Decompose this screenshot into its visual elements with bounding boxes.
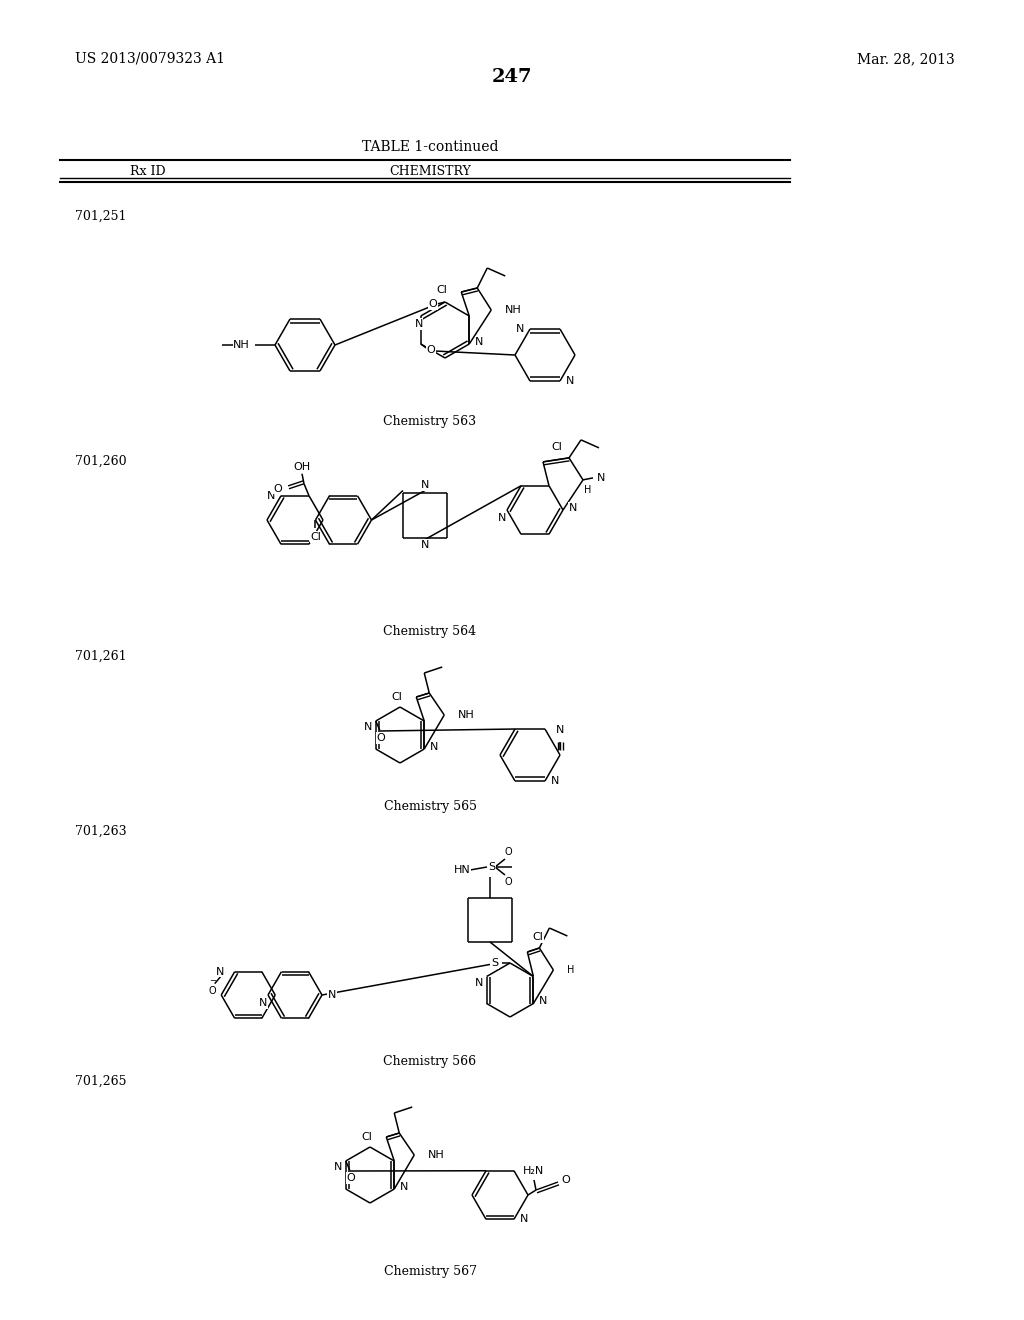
Text: N: N [400, 1181, 409, 1192]
Text: N: N [430, 742, 438, 752]
Text: N: N [415, 319, 423, 329]
Text: N: N [259, 998, 267, 1008]
Text: N: N [421, 540, 429, 549]
Text: 701,251: 701,251 [75, 210, 127, 223]
Text: N: N [334, 1162, 342, 1172]
Text: N: N [597, 473, 605, 483]
Text: Chemistry 565: Chemistry 565 [384, 800, 476, 813]
Text: H₂N: H₂N [523, 1166, 545, 1176]
Text: N: N [551, 776, 559, 785]
Text: N: N [267, 491, 275, 500]
Text: Cl: Cl [361, 1133, 373, 1142]
Text: NH: NH [428, 1150, 445, 1160]
Text: N: N [540, 997, 548, 1006]
Text: N: N [520, 1214, 528, 1224]
Text: 247: 247 [492, 69, 532, 86]
Text: Rx ID: Rx ID [130, 165, 166, 178]
Text: US 2013/0079323 A1: US 2013/0079323 A1 [75, 51, 225, 66]
Text: Cl: Cl [532, 932, 544, 942]
Text: Mar. 28, 2013: Mar. 28, 2013 [857, 51, 955, 66]
Text: NH: NH [233, 341, 250, 350]
Text: −: − [209, 977, 216, 986]
Text: N: N [474, 978, 482, 987]
Text: Chemistry 564: Chemistry 564 [383, 624, 476, 638]
Text: N: N [556, 725, 564, 735]
Text: HN: HN [454, 865, 470, 875]
Text: O: O [561, 1175, 570, 1185]
Text: Chemistry 566: Chemistry 566 [383, 1055, 476, 1068]
Text: O: O [346, 1173, 355, 1183]
Text: O: O [209, 986, 216, 995]
Text: Chemistry 563: Chemistry 563 [383, 414, 476, 428]
Text: O: O [504, 876, 512, 887]
Text: Cl: Cl [310, 532, 321, 543]
Text: O: O [377, 733, 385, 743]
Text: 701,261: 701,261 [75, 649, 127, 663]
Text: N: N [364, 722, 372, 733]
Text: N: N [498, 513, 506, 523]
Text: N: N [421, 480, 429, 491]
Text: S: S [490, 958, 498, 968]
Text: O: O [504, 847, 512, 857]
Text: Cl: Cl [551, 442, 562, 451]
Text: 701,263: 701,263 [75, 825, 127, 838]
Text: N: N [328, 990, 336, 1001]
Text: N: N [475, 337, 483, 347]
Text: O: O [426, 345, 435, 355]
Text: NH: NH [459, 710, 475, 719]
Text: NH: NH [505, 305, 522, 315]
Text: OH: OH [294, 462, 310, 471]
Text: TABLE 1-continued: TABLE 1-continued [361, 140, 499, 154]
Text: H: H [567, 965, 574, 975]
Text: N: N [216, 966, 224, 977]
Text: S: S [488, 862, 496, 873]
Text: Cl: Cl [436, 285, 447, 294]
Text: N: N [568, 503, 578, 513]
Text: H: H [585, 484, 592, 495]
Text: 701,260: 701,260 [75, 455, 127, 469]
Text: Chemistry 567: Chemistry 567 [384, 1265, 476, 1278]
Text: O: O [429, 300, 437, 309]
Text: O: O [273, 483, 282, 494]
Text: Cl: Cl [391, 692, 402, 702]
Text: N: N [566, 376, 574, 385]
Text: N: N [516, 323, 524, 334]
Text: 701,265: 701,265 [75, 1074, 127, 1088]
Text: CHEMISTRY: CHEMISTRY [389, 165, 471, 178]
